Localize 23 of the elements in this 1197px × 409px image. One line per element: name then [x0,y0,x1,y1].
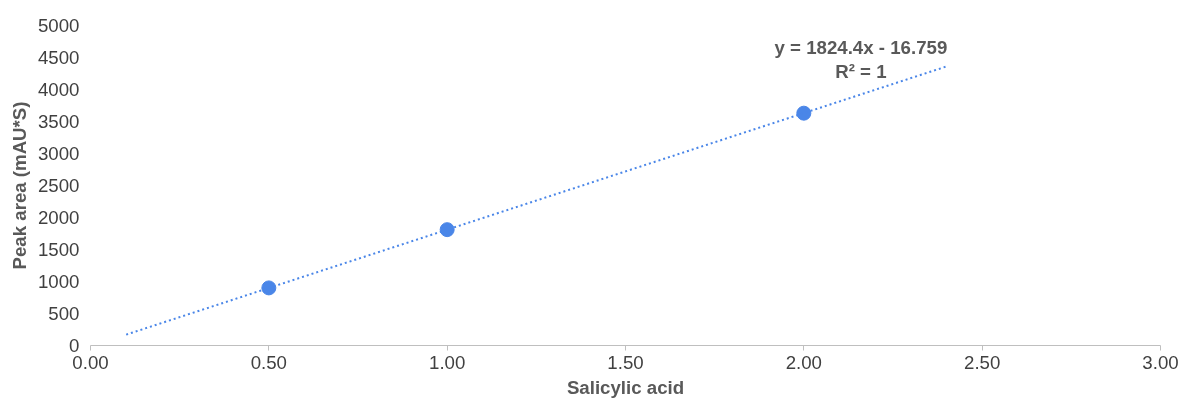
y-axis-title: Peak area (mAU*S) [9,101,30,270]
y-tick-label: 5000 [38,15,80,36]
x-tick-label: 2.50 [964,351,1001,373]
y-tick-label: 3000 [38,143,80,164]
y-tick-label: 4500 [38,47,80,68]
y-tick-label: 1000 [38,271,80,292]
y-tick-label: 500 [48,303,80,324]
x-tick-label: 1.00 [429,351,466,373]
x-axis-title: Salicylic acid [566,376,685,398]
y-tick-label: 4000 [38,79,80,100]
y-tick-label: 3500 [38,111,80,132]
x-tick-label: 3.00 [1142,351,1179,373]
point [439,222,455,238]
point [261,280,277,296]
x-tick-label: 1.50 [607,351,644,373]
y-tick-label: 1500 [38,239,80,260]
x-tick-label: 2.00 [785,351,822,373]
annotation: y = 1824.4x - 16.759 [774,37,948,59]
x-tick-label: 0.50 [250,351,287,373]
annotation: R² = 1 [835,61,887,83]
point [796,105,812,121]
y-tick-label: 2500 [38,175,80,196]
y-tick-label: 2000 [38,207,80,228]
